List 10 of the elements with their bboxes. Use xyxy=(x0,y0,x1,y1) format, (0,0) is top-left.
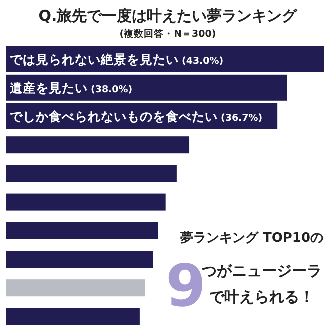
data-label: (36.7%) xyxy=(221,113,263,124)
title: Q.旅先で一度は叶えたい夢ランキング xyxy=(38,7,298,25)
annotation: 夢ランキング TOP10の xyxy=(180,231,324,246)
y-tick-label: でしか食べられないものを食べたい xyxy=(10,109,218,124)
annotation: で叶えられる！ xyxy=(210,288,314,306)
subtitle: (複数回答・N＝300) xyxy=(120,29,216,40)
data-label: (43.0%) xyxy=(182,56,224,67)
y-tick-label: 遺産を見たい xyxy=(10,80,88,96)
data-label: (38.0%) xyxy=(91,84,133,96)
y-tick-label: では見られない絶景を見たい xyxy=(10,52,179,67)
